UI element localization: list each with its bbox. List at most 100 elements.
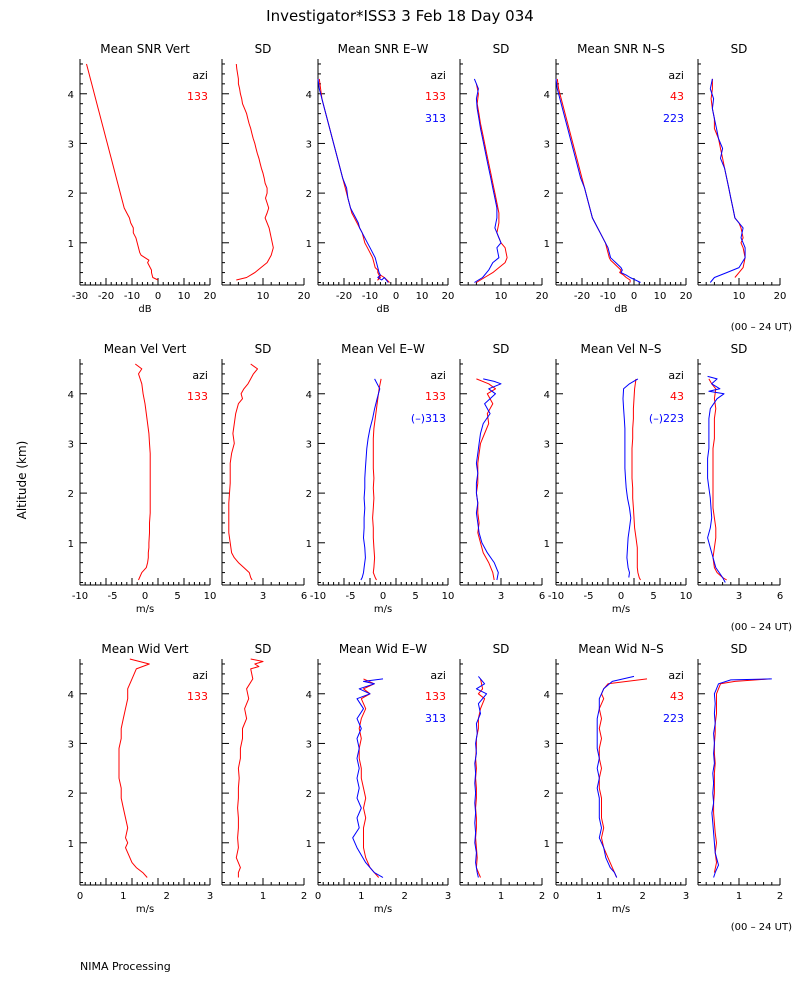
panel-title: Mean SNR Vert — [100, 42, 190, 56]
series-line-133-0 — [235, 658, 264, 878]
panel-8: SD 3 6 — [221, 342, 307, 602]
x-tick-label: 0 — [315, 891, 321, 902]
y-tick-label: 2 — [68, 489, 74, 500]
x-tick-label: 20 — [442, 291, 455, 302]
x-axis-label: m/s — [374, 904, 392, 915]
y-tick-label: 3 — [544, 739, 550, 750]
y-tick-label: 4 — [544, 390, 550, 401]
azi-value: (–)223 — [649, 412, 684, 425]
panel-4: SD 10 20 — [459, 42, 549, 302]
series-line-43-0 — [710, 78, 746, 278]
x-tick-label: 10 — [204, 591, 217, 602]
x-tick-label: 3 — [736, 591, 742, 602]
series-line-133-0 — [318, 78, 390, 283]
x-tick-label: 6 — [301, 591, 307, 602]
series-line-223-1 — [622, 378, 639, 578]
panel-title: SD — [255, 342, 272, 356]
series-line-223-1 — [709, 78, 746, 283]
panel-title: Mean SNR E–W — [338, 42, 429, 56]
series-line-133-0 — [358, 678, 380, 878]
y-tick-label: 4 — [544, 690, 550, 701]
x-tick-label: -10 — [600, 291, 616, 302]
x-tick-label: 1 — [736, 891, 742, 902]
azi-label: azi — [192, 669, 208, 682]
panel-11: Mean Vel N–S 1 2 3 4 -10 -5 0 5 10 m/s azi 43 (–)223 — [544, 342, 693, 615]
x-tick-label: -5 — [108, 591, 118, 602]
x-tick-label: -20 — [98, 291, 114, 302]
x-tick-label: -10 — [72, 591, 88, 602]
x-axis-label: m/s — [136, 904, 154, 915]
x-tick-label: 10 — [733, 291, 746, 302]
y-tick-label: 1 — [68, 239, 74, 250]
time-note-row3: (00 – 24 UT) — [731, 922, 792, 933]
x-tick-label: 0 — [155, 291, 161, 302]
x-axis-label: m/s — [612, 904, 630, 915]
y-tick-label: 4 — [544, 90, 550, 101]
x-tick-label: 20 — [536, 291, 549, 302]
panel-title: Mean Wid Vert — [101, 642, 188, 656]
azi-value: 43 — [670, 90, 684, 103]
x-tick-label: -10 — [548, 591, 564, 602]
x-tick-label: 3 — [260, 591, 266, 602]
series-line-43-0 — [556, 78, 631, 283]
panel-12: SD 3 6 — [697, 342, 783, 602]
series-line-133-0 — [475, 83, 508, 283]
figure-title: Investigator*ISS3 3 Feb 18 Day 034 — [266, 7, 534, 25]
panel-title: SD — [493, 42, 510, 56]
y-tick-label: 1 — [544, 239, 550, 250]
azi-label: azi — [668, 669, 684, 682]
panel-title: SD — [731, 642, 748, 656]
y-tick-label: 3 — [544, 139, 550, 150]
x-tick-label: 10 — [680, 591, 693, 602]
y-tick-label: 3 — [306, 439, 312, 450]
panel-10: SD 3 6 — [459, 342, 545, 602]
x-tick-label: 3 — [445, 891, 451, 902]
x-tick-label: 0 — [77, 891, 83, 902]
x-axis-label: m/s — [374, 604, 392, 615]
x-tick-label: -5 — [346, 591, 356, 602]
x-tick-label: 20 — [204, 291, 217, 302]
series-line-133-0 — [372, 378, 382, 581]
panel-14: SD 1 2 — [221, 642, 307, 902]
azi-label: azi — [430, 669, 446, 682]
azi-label: azi — [192, 69, 208, 82]
y-tick-label: 1 — [544, 839, 550, 850]
series-line-313-1 — [475, 378, 502, 581]
y-tick-label: 3 — [68, 139, 74, 150]
y-tick-label: 1 — [68, 839, 74, 850]
x-tick-label: 5 — [650, 591, 656, 602]
azi-label: azi — [430, 69, 446, 82]
panel-1: Mean SNR Vert 1 2 3 4 -30 -20 -10 0 10 20 dB azi 133 — [68, 42, 217, 315]
y-tick-label: 2 — [306, 189, 312, 200]
y-tick-label: 2 — [306, 489, 312, 500]
series-line-133-0 — [134, 363, 151, 581]
series-line-223-1 — [707, 375, 726, 583]
y-tick-label: 1 — [306, 839, 312, 850]
x-tick-label: -20 — [336, 291, 352, 302]
y-tick-label: 1 — [306, 239, 312, 250]
series-line-313-1 — [317, 78, 389, 283]
series-line-313-1 — [474, 676, 488, 878]
y-tick-label: 3 — [68, 439, 74, 450]
x-tick-label: 10 — [442, 591, 455, 602]
x-tick-label: 6 — [539, 591, 545, 602]
x-tick-label: 10 — [654, 291, 667, 302]
x-tick-label: 2 — [401, 891, 407, 902]
panel-title: Mean Wid E–W — [339, 642, 427, 656]
panel-2: SD 10 20 — [221, 42, 311, 302]
x-tick-label: -10 — [362, 291, 378, 302]
azi-value: 133 — [187, 90, 208, 103]
x-tick-label: 20 — [298, 291, 311, 302]
panel-5: Mean SNR N–S 1 2 3 4 -20 -10 0 10 20 dB azi 43 223 — [544, 42, 693, 315]
x-tick-label: 0 — [631, 291, 637, 302]
panel-7: Mean Vel Vert 1 2 3 4 -10 -5 0 5 10 m/s azi 133 — [68, 342, 217, 615]
series-line-133-0 — [118, 658, 150, 878]
x-axis-label: dB — [614, 304, 627, 315]
processing-footer: NIMA Processing — [80, 960, 171, 973]
x-tick-label: 6 — [777, 591, 783, 602]
x-tick-label: 20 — [774, 291, 787, 302]
y-tick-label: 4 — [68, 690, 74, 701]
x-tick-label: 5 — [412, 591, 418, 602]
x-tick-label: 2 — [301, 891, 307, 902]
